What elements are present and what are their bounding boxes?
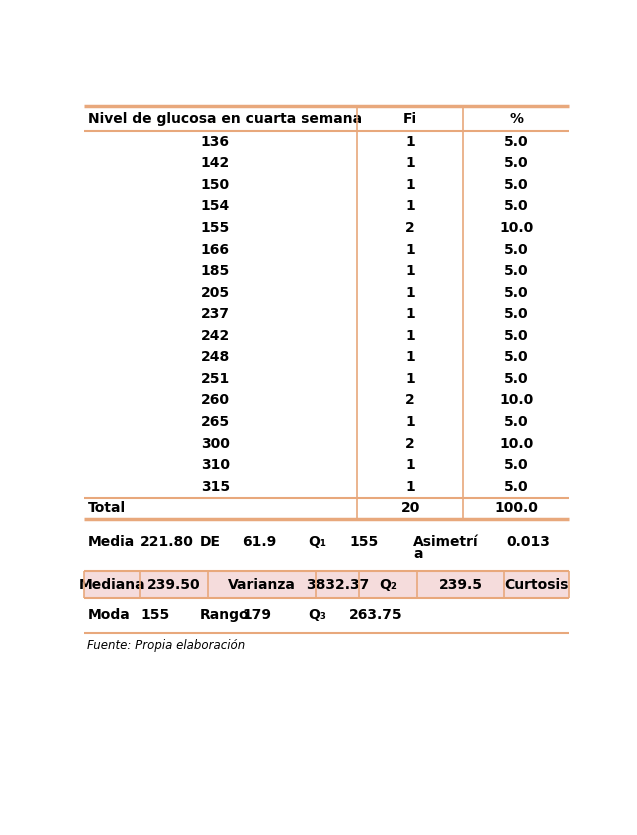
Text: 242: 242 <box>201 329 230 343</box>
Text: Total: Total <box>88 501 126 515</box>
Text: 221.80: 221.80 <box>140 535 194 549</box>
Text: a: a <box>413 548 422 561</box>
Text: 310: 310 <box>201 458 230 472</box>
Text: 237: 237 <box>201 307 230 321</box>
Text: 1: 1 <box>405 134 415 149</box>
Text: 1: 1 <box>405 307 415 321</box>
Text: 5.0: 5.0 <box>504 307 529 321</box>
Text: 5.0: 5.0 <box>504 329 529 343</box>
Text: 0.013: 0.013 <box>506 535 550 549</box>
Text: Mediana: Mediana <box>78 578 145 591</box>
Text: %: % <box>510 112 524 126</box>
Text: 1: 1 <box>405 178 415 192</box>
Text: 205: 205 <box>201 286 230 300</box>
Text: 2: 2 <box>405 393 415 407</box>
Text: 155: 155 <box>349 535 378 549</box>
Text: 5.0: 5.0 <box>504 286 529 300</box>
Text: 265: 265 <box>201 415 230 429</box>
Text: Media: Media <box>88 535 136 549</box>
Text: 3832.37: 3832.37 <box>306 578 369 591</box>
Text: 142: 142 <box>201 156 230 170</box>
Text: 154: 154 <box>201 200 230 214</box>
Text: 5.0: 5.0 <box>504 351 529 364</box>
Text: 1: 1 <box>405 264 415 278</box>
Text: 5.0: 5.0 <box>504 178 529 192</box>
Text: 263.75: 263.75 <box>349 609 403 622</box>
Text: 5.0: 5.0 <box>504 372 529 386</box>
Text: 155: 155 <box>201 221 230 235</box>
Text: 260: 260 <box>201 393 230 407</box>
Text: 179: 179 <box>242 609 271 622</box>
Text: Q₁: Q₁ <box>308 535 326 549</box>
Text: 300: 300 <box>201 437 230 451</box>
Text: 5.0: 5.0 <box>504 243 529 256</box>
Text: 2: 2 <box>405 221 415 235</box>
Text: 5.0: 5.0 <box>504 264 529 278</box>
Text: 239.5: 239.5 <box>438 578 483 591</box>
Text: Moda: Moda <box>88 609 131 622</box>
Text: 10.0: 10.0 <box>499 437 533 451</box>
Text: 166: 166 <box>201 243 230 256</box>
Text: 1: 1 <box>405 458 415 472</box>
Text: 315: 315 <box>201 480 230 493</box>
Text: 20: 20 <box>401 501 420 515</box>
Text: 10.0: 10.0 <box>499 393 533 407</box>
Text: Nivel de glucosa en cuarta semana: Nivel de glucosa en cuarta semana <box>88 112 362 126</box>
Text: 61.9: 61.9 <box>242 535 276 549</box>
Text: 1: 1 <box>405 480 415 493</box>
Text: 248: 248 <box>201 351 230 364</box>
Text: 1: 1 <box>405 415 415 429</box>
Text: Fi: Fi <box>403 112 417 126</box>
Text: Fuente: Propia elaboración: Fuente: Propia elaboración <box>87 640 245 652</box>
Text: Q₃: Q₃ <box>308 609 326 622</box>
Text: 5.0: 5.0 <box>504 415 529 429</box>
Text: 5.0: 5.0 <box>504 134 529 149</box>
Text: 155: 155 <box>140 609 169 622</box>
Text: 1: 1 <box>405 329 415 343</box>
Bar <box>83 571 569 598</box>
Text: 251: 251 <box>201 372 230 386</box>
Text: 5.0: 5.0 <box>504 200 529 214</box>
Text: 1: 1 <box>405 200 415 214</box>
Text: Varianza: Varianza <box>228 578 296 591</box>
Text: 150: 150 <box>201 178 230 192</box>
Text: 136: 136 <box>201 134 230 149</box>
Text: 5.0: 5.0 <box>504 480 529 493</box>
Text: 1: 1 <box>405 243 415 256</box>
Text: 239.50: 239.50 <box>147 578 201 591</box>
Text: 2: 2 <box>405 437 415 451</box>
Text: 100.0: 100.0 <box>494 501 538 515</box>
Text: Q₂: Q₂ <box>379 578 397 591</box>
Text: Rango: Rango <box>200 609 249 622</box>
Text: DE: DE <box>200 535 221 549</box>
Text: 185: 185 <box>201 264 230 278</box>
Text: Asimetrí: Asimetrí <box>413 535 478 549</box>
Text: 1: 1 <box>405 286 415 300</box>
Text: 10.0: 10.0 <box>499 221 533 235</box>
Text: 5.0: 5.0 <box>504 458 529 472</box>
Text: 5.0: 5.0 <box>504 156 529 170</box>
Text: 1: 1 <box>405 372 415 386</box>
Text: 1: 1 <box>405 351 415 364</box>
Text: Curtosis: Curtosis <box>505 578 569 591</box>
Text: 1: 1 <box>405 156 415 170</box>
